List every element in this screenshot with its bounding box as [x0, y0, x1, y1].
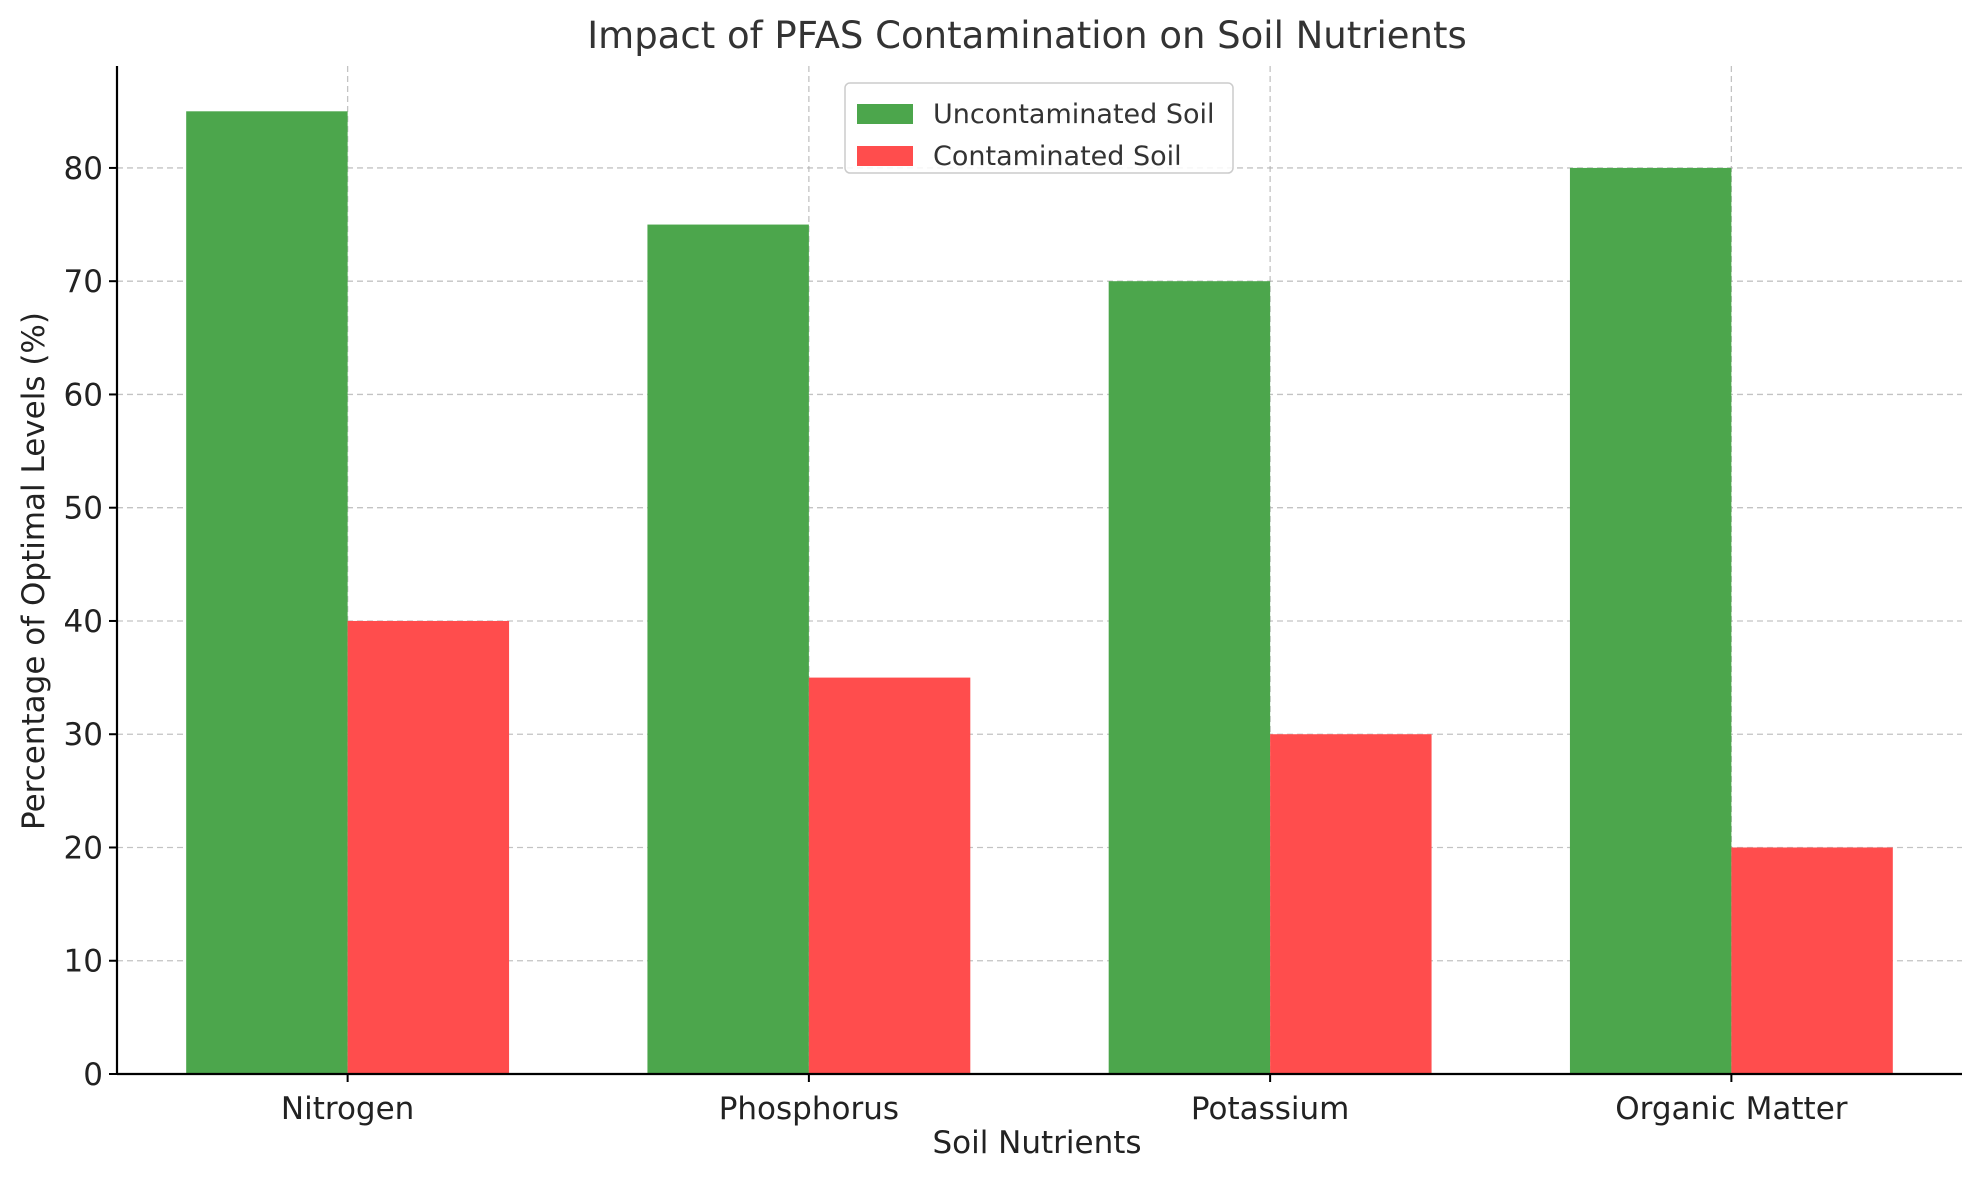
legend-label: Uncontaminated Soil	[933, 99, 1215, 130]
y-tick-label: 50	[64, 491, 103, 527]
legend-box	[844, 82, 1234, 174]
x-tick-label: Phosphorus	[719, 1091, 899, 1127]
y-tick-label: 60	[64, 377, 103, 413]
bar-uncontaminated-phosphorus	[647, 224, 809, 1075]
legend-swatch	[857, 146, 913, 166]
x-tick-label: Potassium	[1191, 1091, 1349, 1127]
y-tick-label: 20	[64, 830, 103, 866]
legend: Uncontaminated Soil Contaminated Soil	[844, 82, 1234, 174]
bar-uncontaminated-nitrogen	[186, 111, 348, 1075]
chart-title: Impact of PFAS Contamination on Soil Nut…	[587, 14, 1467, 57]
y-tick-label: 40	[64, 604, 103, 640]
y-tick-label: 0	[83, 1057, 103, 1093]
x-tick-label: Nitrogen	[281, 1091, 414, 1127]
bars-layer	[186, 111, 1893, 1075]
bar-contaminated-nitrogen	[347, 620, 510, 1074]
y-tick-label: 80	[64, 151, 103, 187]
bar-contaminated-phosphorus	[808, 677, 971, 1074]
y-axis-title: Percentage of Optimal Levels (%)	[16, 312, 52, 830]
y-tick-label: 30	[64, 717, 103, 753]
axes-layer	[115, 66, 1962, 1076]
ticks-layer: 0 10 20 30 40 50 60 70 80 Nitrogen Phosphorus Potas…	[64, 151, 1848, 1127]
bar-uncontaminated-organic-matter	[1569, 167, 1732, 1074]
x-axis-title: Soil Nutrients	[932, 1125, 1141, 1161]
y-tick-label: 70	[64, 264, 103, 300]
bar-contaminated-potassium	[1270, 734, 1432, 1074]
x-tick-label: Organic Matter	[1615, 1091, 1848, 1127]
legend-label: Contaminated Soil	[933, 141, 1182, 172]
bar-contaminated-organic-matter	[1731, 847, 1893, 1074]
bar-uncontaminated-potassium	[1108, 281, 1271, 1074]
legend-swatch	[857, 104, 913, 124]
y-tick-label: 10	[64, 944, 103, 980]
